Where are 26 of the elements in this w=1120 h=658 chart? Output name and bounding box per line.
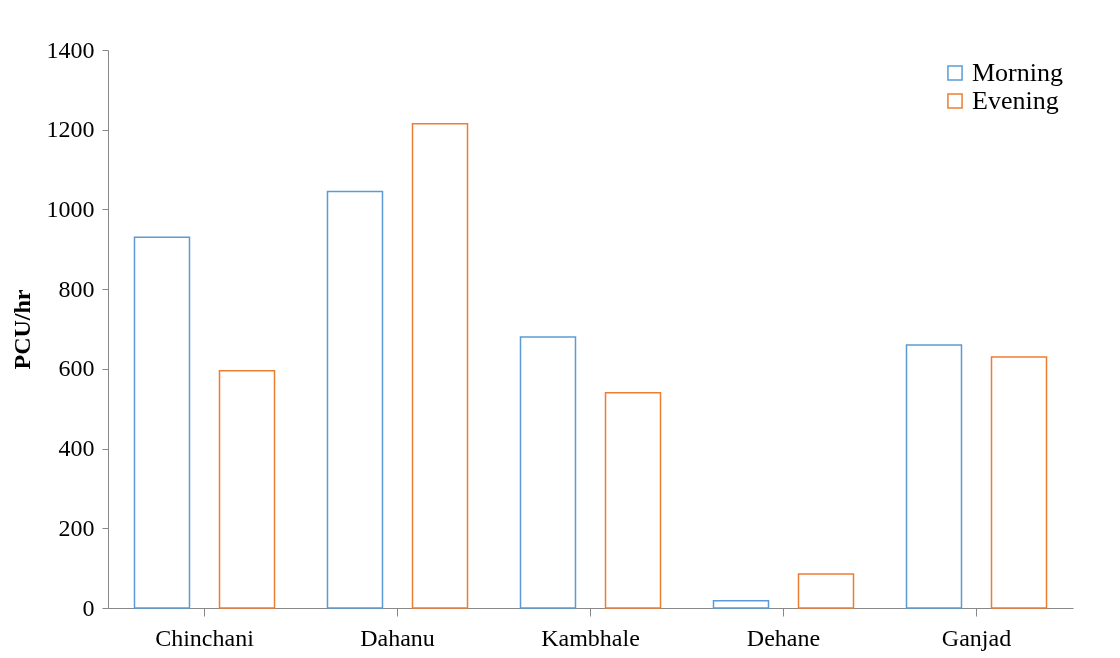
bar — [604, 392, 662, 609]
y-tick-label: 1000 — [46, 195, 95, 222]
legend-label: Morning — [972, 58, 1063, 87]
x-tick-label: Dahanu — [360, 624, 435, 651]
x-tick-label: Ganjad — [941, 624, 1012, 651]
bar — [519, 336, 577, 609]
x-tick-label: Kambhale — [541, 624, 640, 651]
legend-label: Evening — [972, 86, 1059, 115]
y-axis-title: PCU/hr — [8, 289, 35, 370]
bar — [326, 190, 384, 609]
y-tick-label: 600 — [58, 355, 95, 382]
y-tick-label: 800 — [58, 275, 95, 302]
y-tick-label: 400 — [58, 435, 95, 462]
y-tick-label: 1200 — [46, 116, 95, 143]
bar — [797, 573, 855, 609]
bar — [905, 344, 963, 609]
y-tick-label: 0 — [82, 594, 95, 621]
x-tick-label: Chinchani — [155, 624, 255, 651]
x-tick-label: Dehane — [746, 624, 821, 651]
bar — [990, 356, 1048, 609]
y-tick-label: 1400 — [46, 36, 95, 63]
bar — [133, 236, 191, 609]
bar — [712, 600, 770, 609]
bar — [218, 370, 276, 609]
y-tick-label: 200 — [58, 514, 95, 541]
bar — [411, 122, 469, 609]
